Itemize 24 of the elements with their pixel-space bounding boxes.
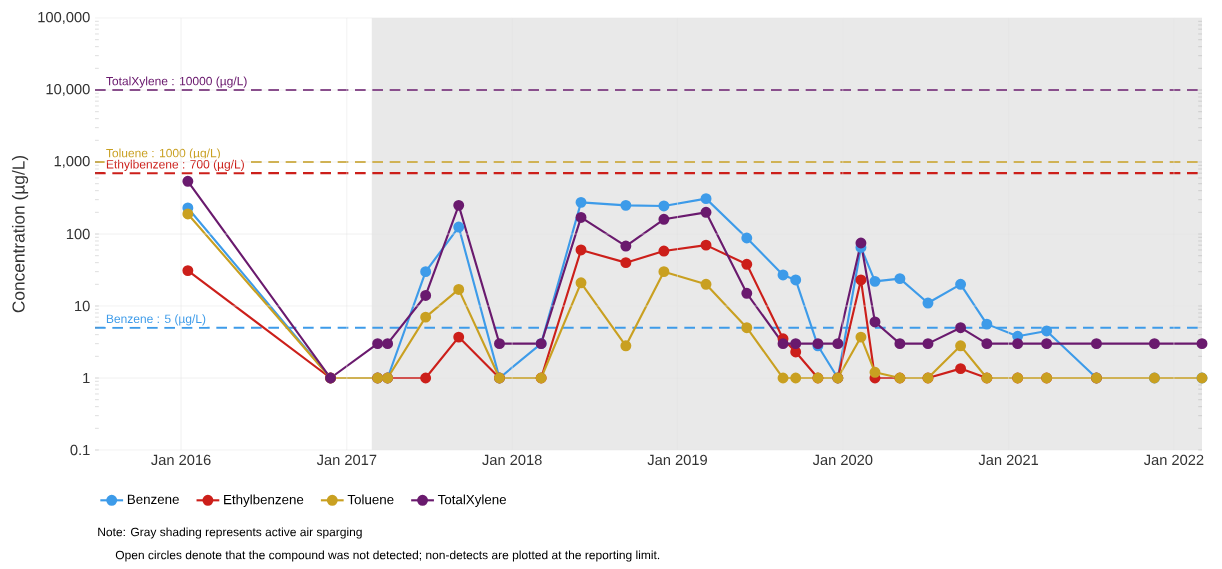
x-tick-label: Jan 2019: [647, 454, 707, 466]
text: Note: Gray shading represents active air sparging: [98, 527, 362, 539]
y-tick-label: 100,000: [38, 11, 90, 25]
legend-label: Toluene: [347, 494, 394, 505]
x-tick-label: Jan 2017: [316, 454, 377, 466]
y-tick-label: 0.1: [70, 444, 90, 456]
legend-label: Benzene: [127, 494, 179, 505]
y-tick-label: 1: [83, 372, 90, 384]
x-tick-label: Jan 2021: [978, 454, 1039, 466]
y-tick-label: 1,000: [54, 155, 90, 169]
x-tick-label: Jan 2016: [151, 454, 211, 466]
x-tick-label: Jan 2022: [1143, 454, 1204, 466]
legend-label: TotalXylene: [437, 494, 506, 507]
text: Open circles denote that the compound was not detected; non-detects are plotted at the reporting limit.: [115, 550, 660, 562]
ref-line-label: TotalXylene : 10000 (µg/L): [106, 76, 247, 88]
y-tick-label: 10,000: [46, 83, 90, 97]
y-tick-label: 100: [66, 228, 90, 240]
y-axis-title: Concentration (µg/L): [11, 155, 29, 313]
ref-line-label: Ethylbenzene : 700 (µg/L): [106, 159, 244, 171]
ref-line-label: Benzene : 5 (µg/L): [106, 314, 206, 326]
x-tick-label: Jan 2018: [482, 454, 542, 466]
x-tick-label: Jan 2020: [812, 454, 873, 466]
legend-label: Ethylbenzene: [224, 494, 304, 507]
y-tick-label: 10: [75, 300, 90, 312]
